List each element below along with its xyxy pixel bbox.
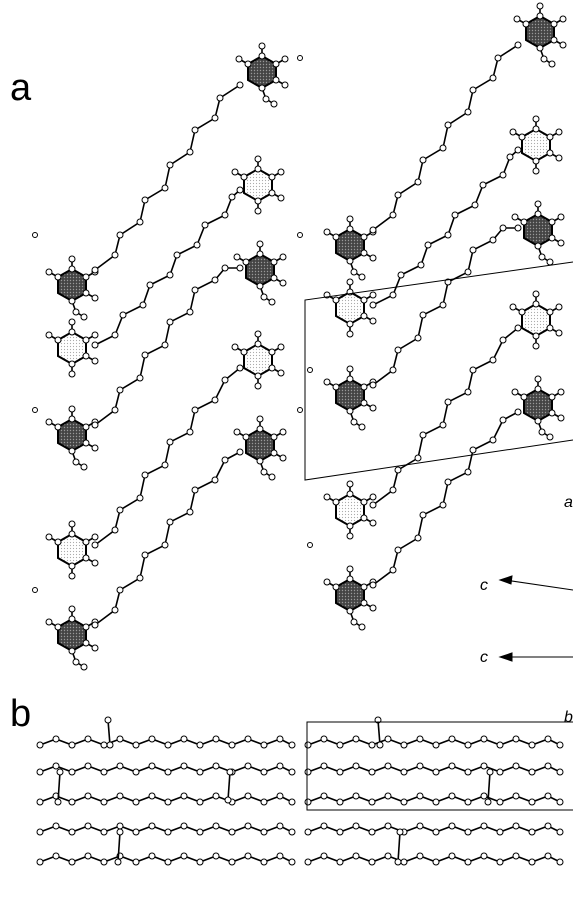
side-view — [40, 720, 560, 862]
axis-label: a — [564, 494, 573, 511]
body: a c c a b b {"panel_a": {"label": "a", "… — [0, 0, 573, 903]
lattice-points — [33, 56, 313, 593]
molecular-layer — [327, 6, 563, 627]
axis-label: b — [564, 709, 573, 726]
figure: a c c a b b — [0, 0, 573, 903]
molecular-layer — [49, 46, 285, 667]
axis-label: c — [480, 649, 488, 666]
page: body { margin: 0; background: #fff; font… — [0, 0, 573, 903]
panel-label: b — [10, 693, 31, 735]
axis-label: c — [480, 577, 488, 594]
unit-cell — [305, 262, 573, 480]
unit-cell — [307, 722, 573, 810]
axis-arrows — [500, 576, 573, 661]
panel-label: a — [10, 67, 32, 109]
